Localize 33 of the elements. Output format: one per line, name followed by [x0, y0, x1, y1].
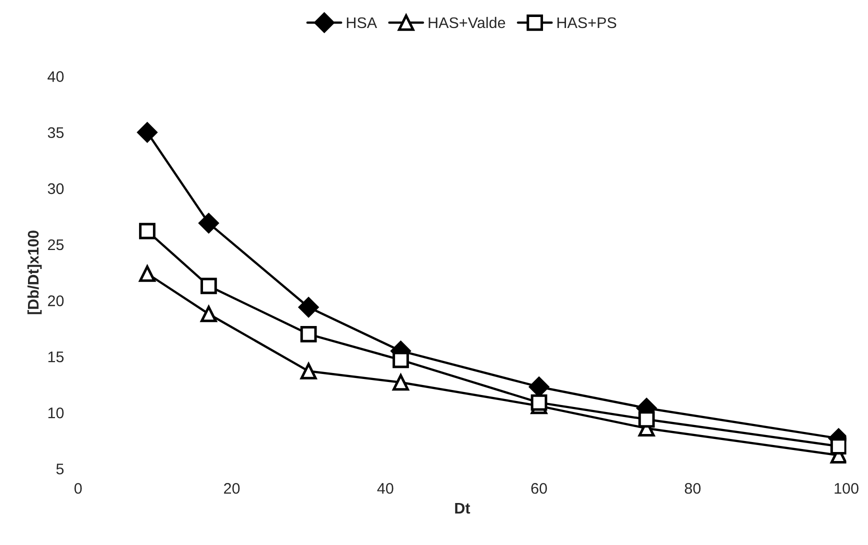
point — [139, 222, 156, 240]
legend-label: HAS+PS — [557, 17, 616, 28]
point — [392, 352, 409, 368]
y-tick-label: 20 — [48, 295, 64, 306]
legend-label: HAS+Valde — [428, 16, 506, 28]
y-tick-label: 30 — [48, 183, 64, 194]
point — [830, 438, 846, 454]
point — [137, 122, 158, 142]
point — [300, 362, 317, 380]
point — [200, 306, 217, 322]
point — [392, 374, 409, 391]
y-tick-label: 5 — [56, 464, 64, 474]
point — [198, 213, 219, 234]
y-tick-label: 10 — [48, 408, 64, 418]
x-tick-label: 100 — [834, 482, 858, 494]
point — [638, 411, 655, 428]
x-axis-title: Dt — [455, 502, 470, 514]
x-tick-label: 60 — [531, 482, 547, 494]
legend-label: HSA — [346, 17, 378, 28]
x-tick-label: 0 — [74, 482, 82, 494]
y-tick-label: 15 — [48, 352, 64, 362]
x-tick-label: 80 — [684, 482, 701, 494]
point — [139, 265, 156, 282]
point — [298, 297, 319, 318]
x-tick-label: 20 — [224, 482, 240, 494]
point — [300, 326, 317, 342]
point — [200, 278, 217, 294]
y-tick-label: 35 — [48, 127, 64, 138]
y-tick-label: 25 — [48, 239, 64, 250]
x-tick-label: 40 — [377, 482, 394, 494]
y-tick-label: 40 — [48, 71, 64, 82]
point — [530, 394, 548, 411]
y-axis-title: [Db/Dt]x100 — [27, 230, 42, 314]
